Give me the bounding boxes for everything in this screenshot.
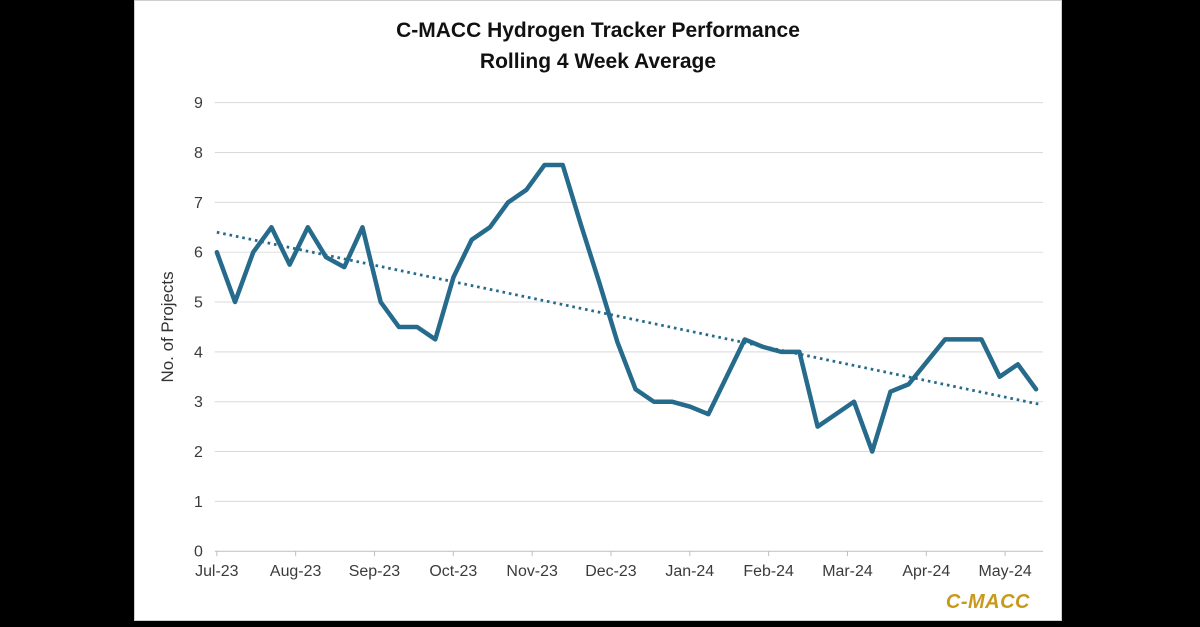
y-tick-label: 7: [194, 195, 203, 212]
x-tick-label: Aug-23: [270, 563, 322, 580]
y-tick-label: 0: [194, 544, 203, 561]
x-tick-label: Sep-23: [349, 563, 401, 580]
data-line: [214, 162, 1039, 454]
x-tick-label: Nov-23: [506, 563, 558, 580]
x-tick-label: Oct-23: [429, 563, 477, 580]
x-tick-label: Dec-23: [585, 563, 637, 580]
x-tick-label: Apr-24: [902, 563, 950, 580]
cmacc-logo: C-MACC: [945, 591, 1030, 613]
x-tick-label: Feb-24: [743, 563, 794, 580]
x-tick-label: Mar-24: [822, 563, 873, 580]
y-tick-label: 5: [194, 295, 203, 312]
y-tick-label: 6: [194, 245, 203, 262]
y-tick-label: 3: [194, 394, 203, 411]
chart-panel: C-MACC Hydrogen Tracker Performance Roll…: [134, 0, 1062, 621]
y-tick-label: 8: [194, 145, 203, 162]
y-tick-label: 4: [194, 344, 203, 361]
chart-title: C-MACC Hydrogen Tracker Performance Roll…: [135, 15, 1061, 77]
chart-title-line1: C-MACC Hydrogen Tracker Performance: [396, 19, 800, 42]
y-tick-label: 2: [194, 444, 203, 461]
chart-title-line2: Rolling 4 Week Average: [479, 50, 717, 73]
x-tick-label: Jul-23: [195, 563, 239, 580]
x-tick-label: Jan-24: [665, 563, 714, 580]
line-chart: No. of Projects Jul-23 Aug-23 Sep-23 Oct-23…: [158, 95, 1044, 580]
y-axis-title: No. of Projects: [158, 271, 177, 382]
y-tick-label: 1: [194, 494, 203, 511]
x-tick-label: May-24: [979, 563, 1032, 580]
y-tick-label: 9: [194, 95, 203, 112]
